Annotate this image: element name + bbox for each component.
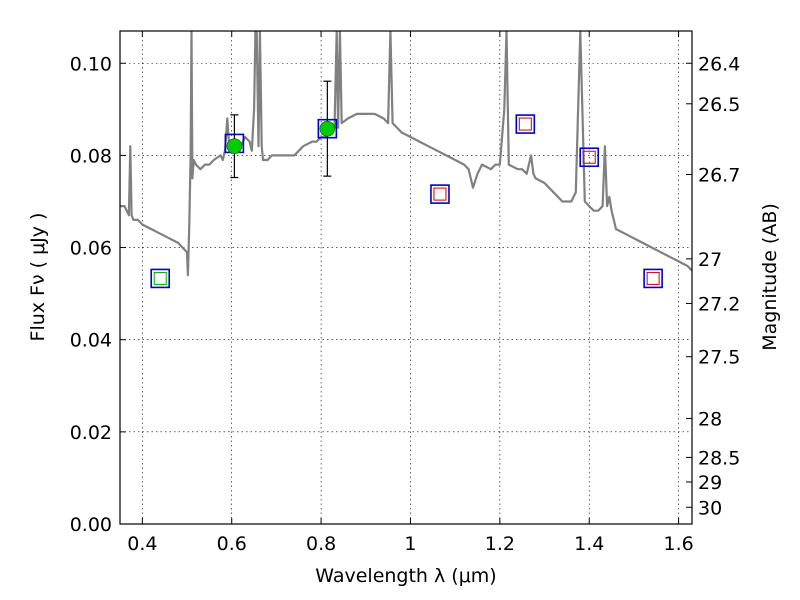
x-tick-label: 0.4 — [127, 533, 157, 555]
y-tick-label: 0.06 — [70, 238, 112, 260]
x-tick-label: 1 — [404, 533, 416, 555]
magnitude-tick-label: 26.7 — [698, 164, 740, 186]
observed-flux-point — [226, 138, 243, 154]
axes: 0.4 0.6 0.8 1 1.2 1.4 1.6 0.00 0.02 0.04 0.06 0.08 0… — [70, 30, 740, 555]
magnitude-tick-label: 27.2 — [698, 293, 740, 315]
model-sed-line — [120, 31, 692, 277]
magnitude-tick-label: 28 — [698, 408, 722, 430]
x-tick-label: 0.8 — [306, 533, 336, 555]
magnitude-tick-label: 30 — [698, 497, 722, 519]
magnitude-tick-label: 29 — [698, 472, 722, 494]
magnitude-tick-label: 27.5 — [698, 347, 740, 369]
y-axis-label: Flux Fν ( μJy ) — [27, 213, 49, 342]
model-flux-box — [643, 268, 663, 289]
limit-marker — [646, 271, 660, 285]
observed-flux-point — [319, 120, 336, 137]
x-tick-label: 1.6 — [663, 533, 693, 555]
y-tick-label: 0.04 — [70, 330, 112, 352]
model-flux-box — [579, 147, 600, 168]
limit-marker — [433, 187, 447, 201]
chart-series — [120, 31, 692, 289]
model-flux-box — [430, 184, 450, 204]
limit-marker — [518, 117, 532, 131]
y2-axis-label: Magnitude (AB) — [759, 203, 781, 351]
magnitude-tick-label: 26.4 — [698, 53, 740, 75]
grid-lines — [120, 31, 692, 525]
x-tick-label: 1.4 — [574, 533, 604, 555]
model-flux-box — [515, 114, 536, 134]
x-axis-label: Wavelength λ (μm) — [315, 565, 496, 587]
model-flux-box — [150, 268, 171, 289]
magnitude-tick-label: 27 — [698, 249, 722, 271]
x-tick-label: 0.6 — [217, 533, 247, 555]
y-tick-label: 0.02 — [70, 422, 112, 444]
plot-frame — [119, 30, 693, 525]
magnitude-tick-label: 26.5 — [698, 94, 740, 116]
x-tick-label: 1.2 — [485, 533, 515, 555]
y-tick-label: 0.00 — [70, 514, 112, 536]
limit-marker — [153, 271, 167, 285]
limit-marker — [582, 150, 596, 164]
y-tick-label: 0.10 — [70, 53, 112, 75]
magnitude-tick-label: 28.5 — [698, 447, 740, 469]
y-tick-label: 0.08 — [70, 145, 112, 167]
